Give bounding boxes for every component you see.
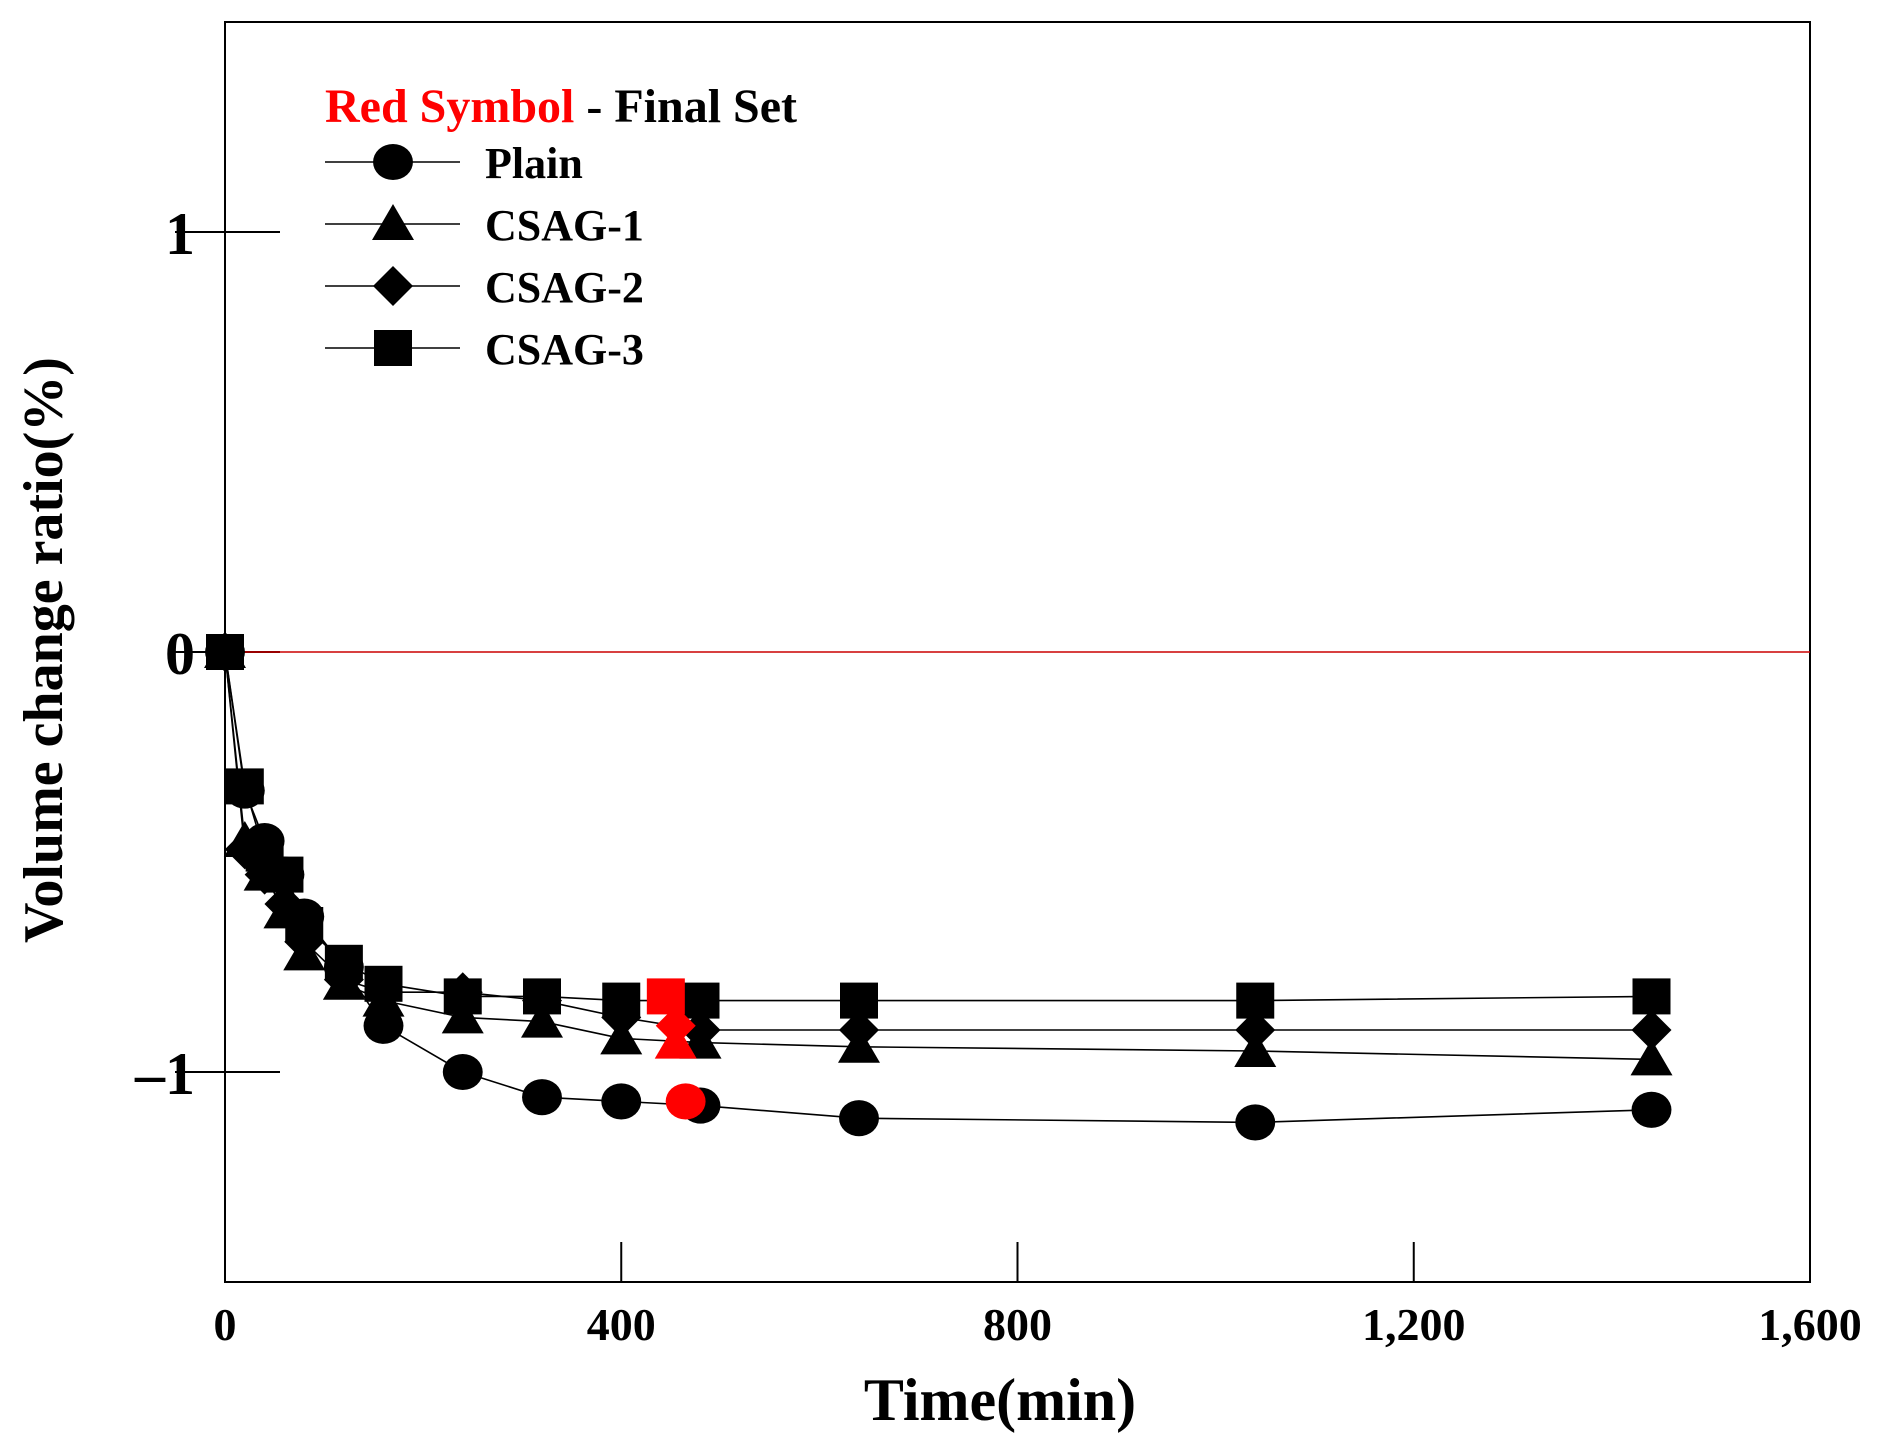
diamond-data-point	[680, 1010, 721, 1050]
y-axis-label: Volume change ratio(%)	[13, 357, 75, 943]
diamond-data-point	[1235, 1010, 1276, 1050]
legend-note: Red Symbol - Final Set	[325, 80, 797, 133]
legend-item-csag-2: CSAG-2	[325, 263, 644, 312]
series-group	[204, 632, 1673, 1141]
diamond-data-point	[839, 1010, 879, 1050]
circle-data-point	[1631, 1091, 1672, 1128]
series-csag-1	[204, 632, 1673, 1076]
legend-square-icon	[374, 330, 412, 366]
circle-data-point	[839, 1100, 879, 1137]
legend-items: Plain CSAG-1 CSAG-2 CSAG-3	[325, 139, 644, 374]
square-data-point	[840, 982, 878, 1019]
final-set-marker-csag-3	[646, 978, 685, 1015]
legend-item-csag-1: CSAG-1	[325, 201, 644, 250]
legend-item-plain: Plain	[325, 139, 583, 188]
square-data-point	[602, 982, 641, 1019]
x-tick-label: 1,200	[1362, 1299, 1466, 1350]
square-data-point	[206, 634, 244, 670]
y-tick-label: –1	[134, 1041, 195, 1107]
legend-triangle-icon	[372, 204, 414, 240]
series-csag-3	[206, 634, 1671, 1019]
circle-data-point	[442, 1053, 483, 1091]
legend-label: Plain	[485, 139, 583, 188]
series-csag-2	[205, 632, 1672, 1050]
legend-label: CSAG-2	[485, 263, 644, 312]
y-tick-label: 0	[165, 621, 195, 687]
series-line	[224, 651, 1652, 1124]
square-data-point	[523, 978, 561, 1015]
x-tick-label: 0	[214, 1299, 237, 1350]
legend-diamond-icon	[373, 266, 413, 306]
triangle-data-point	[1630, 1039, 1673, 1076]
series-plain	[205, 633, 1672, 1141]
series-line	[224, 651, 1652, 1031]
final-set-marker-csag-2	[655, 1005, 696, 1046]
x-tick-label: 1,600	[1758, 1299, 1862, 1350]
square-data-point	[265, 856, 304, 893]
square-data-point	[285, 907, 324, 943]
triangle-data-point	[441, 997, 484, 1034]
legend-circle-icon	[373, 143, 413, 181]
legend-note-red: Red Symbol	[325, 80, 574, 133]
x-tick-label: 800	[983, 1299, 1052, 1350]
square-data-point	[1236, 982, 1275, 1019]
legend-note-rest: - Final Set	[574, 80, 797, 133]
legend-label: CSAG-3	[485, 325, 644, 374]
x-axis-label: Time(min)	[864, 1367, 1136, 1433]
circle-data-point	[363, 1007, 404, 1044]
square-data-point	[225, 768, 264, 805]
axis-ticks: –1 0 1 0 400 800 1,200 1,600	[134, 201, 1862, 1350]
legend-item-csag-3: CSAG-3	[325, 325, 644, 374]
circle-data-point	[522, 1079, 562, 1116]
y-tick-label: 1	[165, 201, 195, 267]
square-data-point	[324, 944, 363, 981]
legend: Red Symbol - Final Set Plain CSAG-1 CSAG-2…	[325, 80, 797, 374]
square-data-point	[681, 982, 720, 1019]
x-tick-label: 400	[587, 1299, 656, 1350]
series-line	[224, 651, 1652, 1002]
diamond-data-point	[1631, 1010, 1672, 1050]
square-data-point	[443, 978, 482, 1015]
circle-data-point	[601, 1083, 642, 1120]
final-set-marker-plain	[665, 1083, 706, 1120]
circle-data-point	[1235, 1104, 1276, 1141]
legend-label: CSAG-1	[485, 201, 644, 250]
square-data-point	[364, 965, 403, 1002]
final-set-group	[646, 978, 706, 1120]
square-data-point	[1632, 978, 1671, 1015]
